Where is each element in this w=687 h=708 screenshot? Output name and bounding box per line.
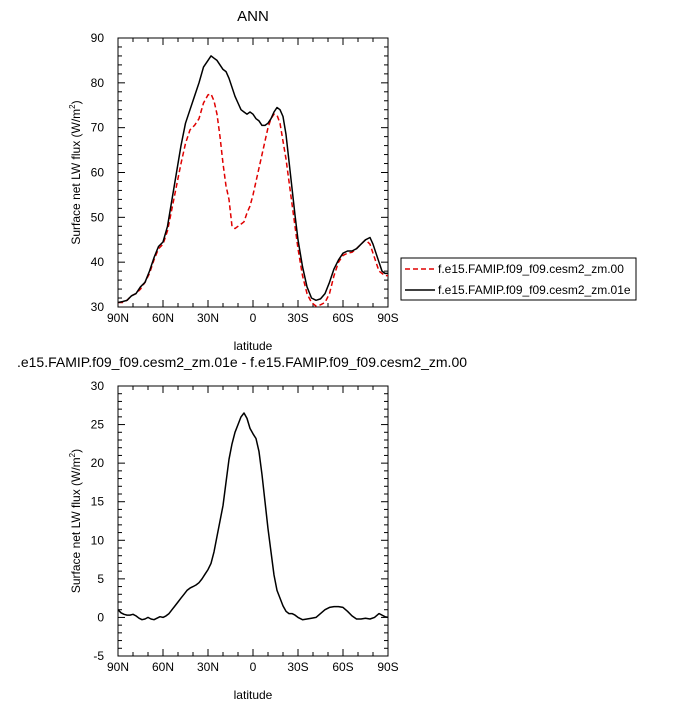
y-tick-label: 30: [91, 379, 105, 393]
x-tick-label: 60S: [332, 660, 353, 674]
top-plot-series: [117, 55, 388, 307]
bottom-plot: .e15.FAMIP.f09_f09.cesm2_zm.01e - f.e15.…: [17, 354, 467, 702]
legend-label-series-2: f.e15.FAMIP.f09_f09.cesm2_zm.01e: [438, 283, 631, 297]
x-tick-label: 0: [250, 660, 257, 674]
y-tick-label: 90: [91, 31, 105, 45]
top-plot-ylabel: Surface net LW flux (W/m2): [68, 100, 83, 244]
y-tick-label: 10: [91, 533, 105, 547]
x-tick-label: 0: [250, 311, 257, 325]
y-tick-label: 70: [91, 121, 105, 135]
legend: f.e15.FAMIP.f09_f09.cesm2_zm.00 f.e15.FA…: [400, 257, 637, 301]
y-tick-label: 25: [91, 418, 105, 432]
y-tick-label: 0: [97, 610, 104, 624]
y-tick-label: -5: [93, 649, 104, 663]
y-tick-label: 15: [91, 495, 105, 509]
legend-box: [400, 257, 637, 301]
top-plot-frame: [117, 37, 389, 308]
y-tick-label: 30: [91, 300, 105, 314]
bottom-plot-frame: [117, 385, 389, 657]
y-tick-label: 50: [91, 210, 105, 224]
x-tick-label: 90S: [377, 311, 398, 325]
x-tick-label: 90N: [107, 311, 129, 325]
bottom-plot-title: .e15.FAMIP.f09_f09.cesm2_zm.01e - f.e15.…: [17, 354, 467, 370]
series-line-2: [117, 55, 388, 304]
x-tick-label: 90S: [377, 660, 398, 674]
series-line-1: [117, 412, 389, 621]
y-tick-label: 5: [97, 572, 104, 586]
bottom-plot-tick-labels: 90N 60N 30N 0 30S 60S 90S -5 0 5 10 15 20 25 30: [91, 379, 399, 674]
bottom-plot-xlabel: latitude: [234, 688, 273, 702]
x-tick-label: 30N: [197, 660, 219, 674]
top-plot: ANN 90N 60N 30N 0 30S 60S 90S 30 40 50 60 70 80 90 la…: [68, 8, 399, 353]
top-plot-title: ANN: [237, 8, 269, 25]
y-tick-label: 40: [91, 255, 105, 269]
x-tick-label: 30S: [287, 311, 308, 325]
top-plot-xlabel: latitude: [234, 339, 273, 353]
legend-label-series-1: f.e15.FAMIP.f09_f09.cesm2_zm.00: [438, 262, 624, 276]
bottom-plot-ticks: [117, 385, 389, 657]
x-tick-label: 60S: [332, 311, 353, 325]
top-plot-ticks: [117, 37, 389, 308]
x-tick-label: 30N: [197, 311, 219, 325]
x-tick-label: 90N: [107, 660, 129, 674]
x-tick-label: 30S: [287, 660, 308, 674]
y-tick-label: 20: [91, 456, 105, 470]
bottom-plot-ylabel: Surface net LW flux (W/m2): [68, 449, 83, 593]
x-tick-label: 60N: [152, 311, 174, 325]
top-plot-tick-labels: 90N 60N 30N 0 30S 60S 90S 30 40 50 60 70 80 90: [91, 31, 399, 325]
x-tick-label: 60N: [152, 660, 174, 674]
y-tick-label: 60: [91, 166, 105, 180]
bottom-plot-series: [117, 412, 389, 621]
series-line-1: [118, 93, 388, 307]
y-tick-label: 80: [91, 76, 105, 90]
